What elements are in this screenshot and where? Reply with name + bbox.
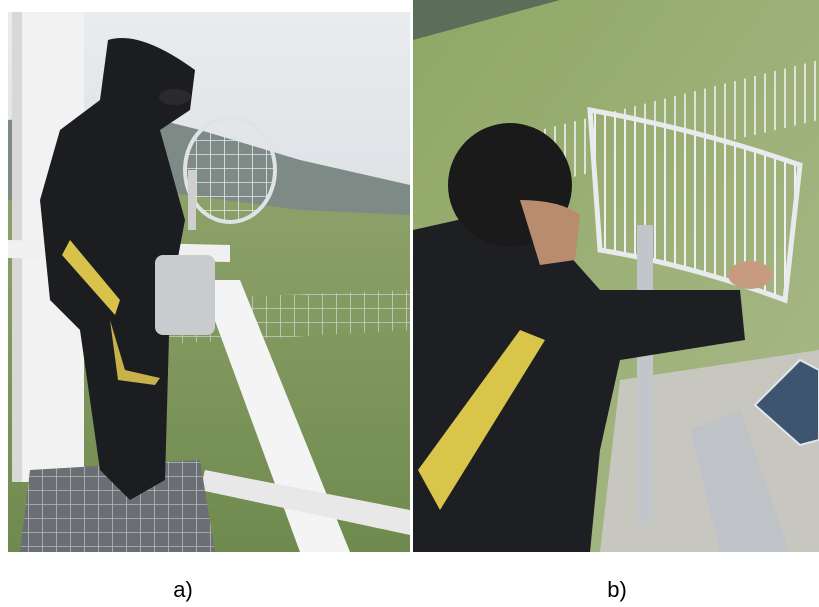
panel-label: b): [607, 577, 627, 602]
photo-a: [8, 12, 410, 552]
panel-label: a): [173, 577, 193, 602]
photo-b: [413, 0, 819, 552]
